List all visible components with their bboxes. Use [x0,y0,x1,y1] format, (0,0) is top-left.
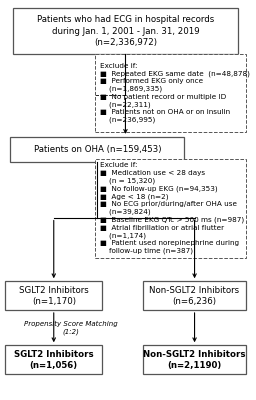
Text: Patients who had ECG in hospital records
during Jan. 1, 2001 - Jan. 31, 2019
(n=: Patients who had ECG in hospital records… [37,15,214,47]
Text: Propensity Score Matching
(1:2): Propensity Score Matching (1:2) [24,320,117,335]
FancyBboxPatch shape [10,137,184,162]
Text: Non-SGLT2 Inhibitors
(n=2,1190): Non-SGLT2 Inhibitors (n=2,1190) [143,350,246,370]
Text: Patients on OHA (n=159,453): Patients on OHA (n=159,453) [34,145,161,154]
FancyBboxPatch shape [13,8,238,54]
Text: SGLT2 Inhibitors
(n=1,170): SGLT2 Inhibitors (n=1,170) [19,286,89,306]
FancyBboxPatch shape [95,159,246,258]
FancyBboxPatch shape [5,345,102,374]
FancyBboxPatch shape [143,281,246,310]
Text: Exclude if:
■  Medication use < 28 days
    (n = 15,320)
■  No follow-up EKG (n=: Exclude if: ■ Medication use < 28 days (… [100,162,244,254]
FancyBboxPatch shape [95,54,246,132]
Text: Non-SGLT2 Inhibitors
(n=6,236): Non-SGLT2 Inhibitors (n=6,236) [150,286,240,306]
Text: SGLT2 Inhibitors
(n=1,056): SGLT2 Inhibitors (n=1,056) [14,350,94,370]
FancyBboxPatch shape [143,345,246,374]
FancyBboxPatch shape [5,281,102,310]
Text: Exclude if:
■  Repeated EKG same date  (n=48,878)
■  Performed EKG only once
   : Exclude if: ■ Repeated EKG same date (n=… [100,63,250,123]
